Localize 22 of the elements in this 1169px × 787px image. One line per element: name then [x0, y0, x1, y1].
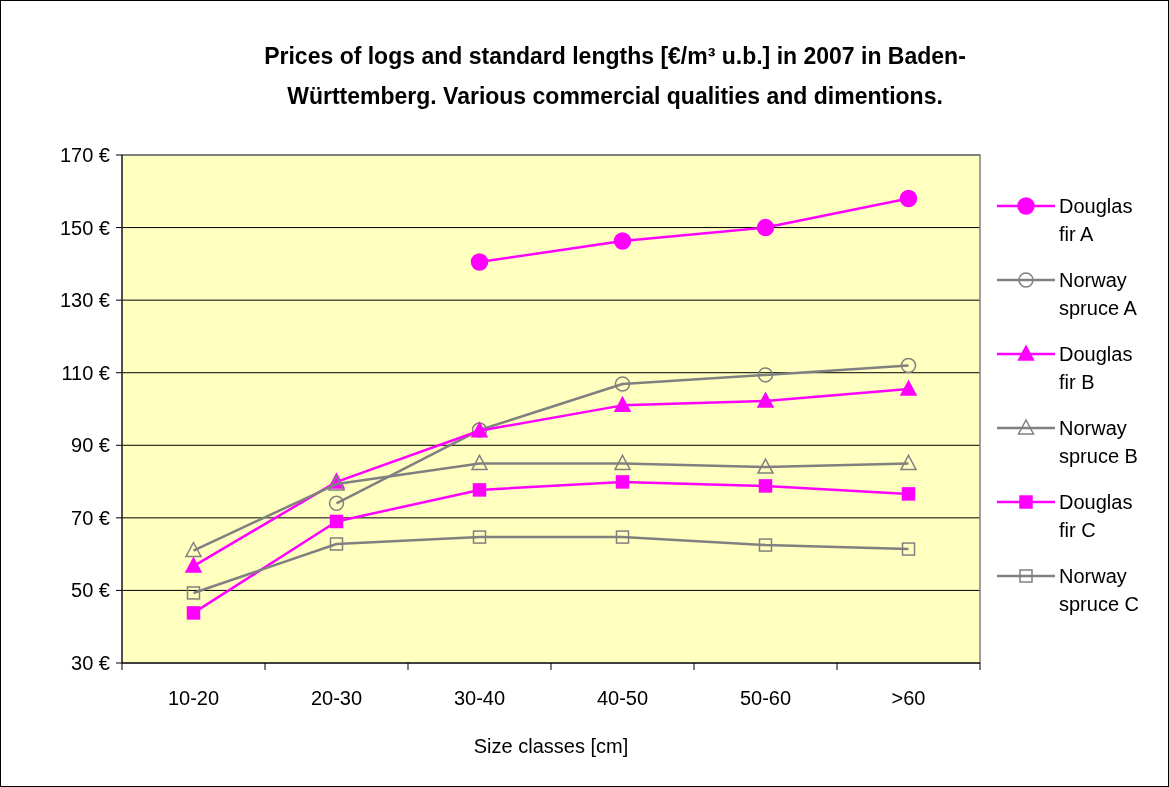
x-tick-label: 20-30 [310, 687, 363, 709]
x-axis-title: Size classes [cm] [473, 735, 629, 757]
legend-label: Norway spruce C [1059, 565, 1140, 615]
legend-label: Douglas fir A [1059, 195, 1133, 245]
x-tick-label: 40-50 [596, 687, 649, 709]
y-tick-label: 30 € [71, 652, 110, 674]
legend-label: Norway spruce A [1059, 269, 1138, 319]
legend-label: Douglas fir C [1059, 491, 1133, 541]
x-tick-label: 10-20 [167, 687, 220, 709]
y-tick-label: 130 € [59, 289, 110, 312]
y-tick-label: 70 € [71, 506, 110, 529]
legend-label: Douglas fir B [1059, 343, 1133, 393]
legend-label: Norway spruce B [1059, 417, 1138, 467]
x-tick-label: 50-60 [739, 687, 792, 709]
y-tick-label: 170 € [59, 144, 110, 166]
y-tick-label: 50 € [71, 579, 110, 602]
y-tick-label: 110 € [61, 361, 110, 384]
x-tick-label: >60 [891, 687, 926, 709]
y-tick-label: 90 € [71, 434, 110, 457]
chart-title: Prices of logs and standard lengths [€/m³ u.b.] in 2007 in Baden-Württemberg. Various commercial qualities and dimentions. [264, 43, 966, 109]
x-tick-label: 30-40 [453, 687, 506, 709]
y-tick-label: 150 € [59, 216, 110, 239]
